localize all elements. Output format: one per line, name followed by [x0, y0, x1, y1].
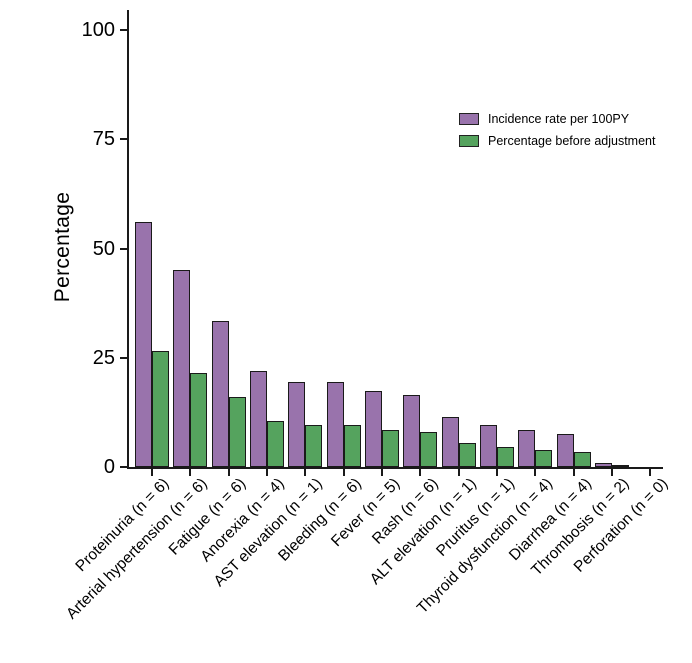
bar-percentage-before-adjustment	[458, 442, 476, 467]
bar-incidence-rate	[249, 370, 267, 467]
y-axis-tick-label: 75	[92, 128, 115, 151]
bar-percentage-before-adjustment	[420, 432, 438, 467]
legend: Incidence rate per 100PY Percentage befo…	[459, 112, 655, 156]
x-axis-tick	[265, 469, 268, 476]
x-axis-tick	[534, 469, 537, 476]
legend-item-before-adjustment: Percentage before adjustment	[459, 134, 655, 148]
bar-percentage-before-adjustment	[612, 464, 629, 467]
bar-incidence-rate	[364, 390, 382, 467]
y-axis-tick	[120, 138, 128, 141]
bar-incidence-rate	[403, 394, 421, 467]
bar-percentage-before-adjustment	[190, 373, 208, 467]
bar-incidence-rate	[595, 462, 612, 467]
bar-incidence-rate	[134, 222, 152, 467]
x-axis-tick	[304, 469, 307, 476]
y-axis-tick	[120, 29, 128, 31]
y-axis-tick-label: 50	[92, 237, 115, 260]
x-axis-tick	[342, 469, 345, 476]
bar-percentage-before-adjustment	[151, 351, 169, 467]
x-axis-tick	[572, 469, 575, 476]
bar-percentage-before-adjustment	[573, 451, 591, 467]
y-axis-tick	[120, 466, 128, 468]
bar-percentage-before-adjustment	[535, 449, 553, 467]
y-axis-line	[127, 10, 129, 469]
legend-label-before-adjustment: Percentage before adjustment	[488, 134, 656, 148]
bar-percentage-before-adjustment	[343, 425, 361, 467]
bar-incidence-rate	[211, 320, 229, 467]
x-axis-tick	[380, 469, 383, 476]
legend-swatch-purple	[459, 113, 479, 125]
y-axis-tick	[120, 247, 128, 250]
x-axis-line	[127, 467, 663, 469]
x-axis-tick	[495, 469, 498, 476]
x-axis-tick	[649, 469, 652, 476]
legend-swatch-green	[459, 135, 479, 147]
x-axis-tick	[227, 469, 230, 476]
legend-item-incidence: Incidence rate per 100PY	[459, 112, 655, 126]
bar-incidence-rate	[441, 416, 459, 467]
bar-percentage-before-adjustment	[496, 447, 514, 467]
bar-incidence-rate	[173, 270, 191, 467]
x-axis-tick	[611, 469, 613, 476]
bar-percentage-before-adjustment	[266, 421, 284, 467]
bar-incidence-rate	[288, 381, 306, 467]
bar-incidence-rate	[479, 425, 497, 467]
y-axis-tick-label: 0	[103, 456, 115, 478]
bar-percentage-before-adjustment	[228, 397, 246, 467]
bar-incidence-rate	[556, 434, 574, 467]
legend-label-incidence: Incidence rate per 100PY	[488, 112, 630, 126]
bar-incidence-rate	[518, 429, 536, 467]
bar-incidence-rate	[326, 381, 344, 467]
x-axis-tick	[457, 469, 460, 476]
x-axis-tick	[419, 469, 422, 476]
bar-percentage-before-adjustment	[381, 429, 399, 467]
y-axis-tick-label: 25	[92, 346, 115, 369]
x-axis-tick	[150, 469, 153, 476]
bar-percentage-before-adjustment	[305, 425, 323, 467]
y-axis-tick	[120, 356, 128, 359]
y-axis-tick-label: 100	[81, 19, 115, 41]
x-axis-tick	[189, 469, 192, 476]
